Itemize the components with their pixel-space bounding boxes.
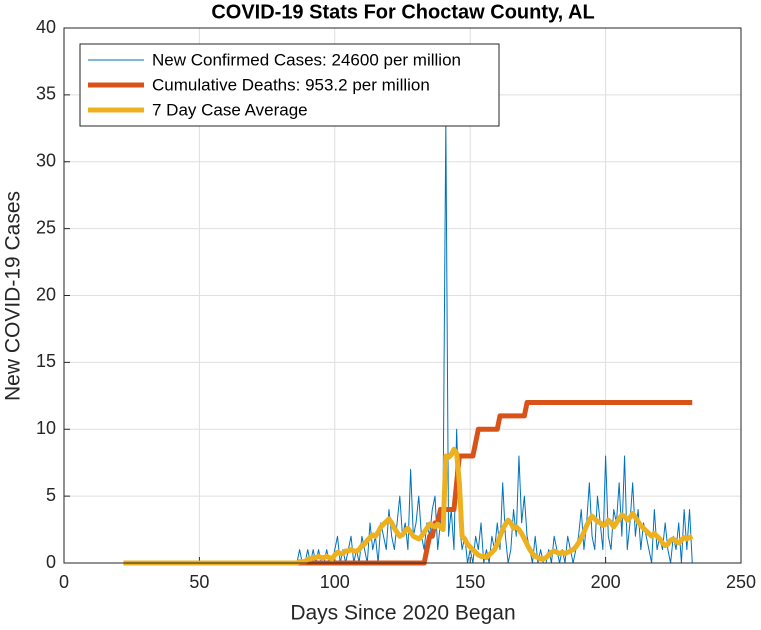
x-tick-label: 150 — [455, 572, 485, 592]
y-tick-label: 15 — [36, 351, 56, 371]
legend-label: New Confirmed Cases: 24600 per million — [152, 50, 461, 69]
x-tick-label: 250 — [726, 572, 756, 592]
y-tick-label: 30 — [36, 151, 56, 171]
series-line — [123, 446, 694, 566]
y-tick-label: 25 — [36, 217, 56, 237]
legend: New Confirmed Cases: 24600 per million Cu… — [79, 43, 500, 127]
y-tick-label: 0 — [46, 552, 56, 572]
y-axis-label: New COVID-19 Cases — [2, 191, 25, 401]
x-axis-label: Days Since 2020 Began — [290, 602, 515, 625]
chart-title: COVID-19 Stats For Choctaw County, AL — [211, 1, 594, 23]
x-tick-label: 200 — [591, 572, 621, 592]
y-tick-label: 40 — [36, 17, 56, 37]
y-tick-label: 5 — [46, 485, 56, 505]
legend-box — [79, 43, 500, 127]
series-line — [123, 121, 693, 564]
x-tick-label: 0 — [59, 572, 69, 592]
y-tick-label: 10 — [36, 418, 56, 438]
axes-box — [63, 27, 742, 564]
legend-label: 7 Day Case Average — [152, 100, 308, 119]
y-tick-label: 35 — [36, 84, 56, 104]
x-tick-label: 50 — [189, 572, 209, 592]
legend-label: Cumulative Deaths: 953.2 per million — [152, 75, 430, 94]
x-tick-label: 100 — [320, 572, 350, 592]
y-tick-label: 20 — [36, 284, 56, 304]
